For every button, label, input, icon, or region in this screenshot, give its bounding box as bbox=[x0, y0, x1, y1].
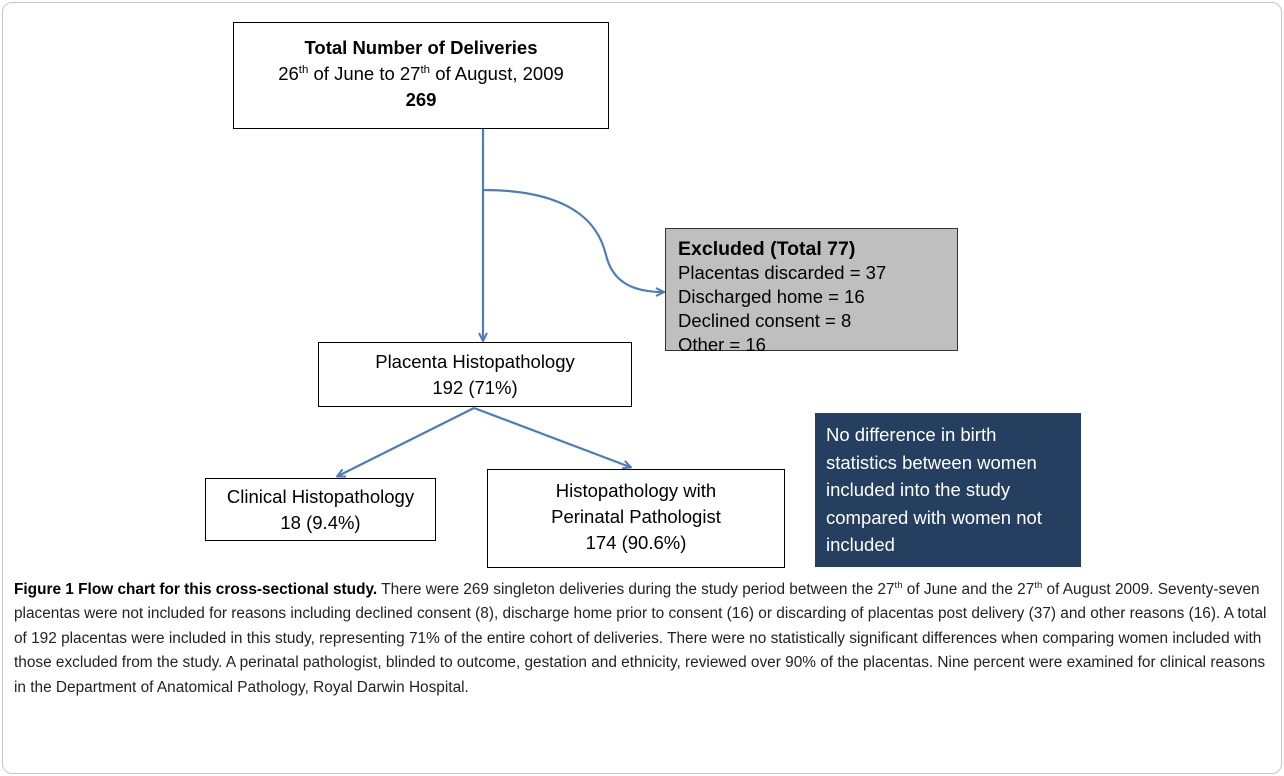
total-title: Total Number of Deliveries bbox=[304, 37, 538, 58]
text-run: of June to 27 bbox=[308, 63, 421, 84]
total-period: 26th of June to 27th of August, 2009 bbox=[234, 61, 608, 87]
note-line: included into the study bbox=[826, 479, 1011, 500]
total-box: Total Number of Deliveries 26th of June … bbox=[233, 22, 609, 129]
text-run: of August, 2009 bbox=[430, 63, 564, 84]
arrow-clinical bbox=[338, 407, 475, 476]
clinical-box: Clinical Histopathology 18 (9.4%) bbox=[205, 478, 436, 541]
excluded-title: Excluded (Total 77) bbox=[678, 238, 856, 260]
arrow-perinatal bbox=[473, 406, 630, 467]
arrow-excluded bbox=[482, 188, 663, 292]
perinatal-box: Histopathology with Perinatal Pathologis… bbox=[487, 469, 785, 568]
box-line: Clinical Histopathology bbox=[226, 486, 415, 507]
box-line: 174 (90.6%) bbox=[585, 532, 687, 553]
caption: Figure 1 Flow chart for this cross-secti… bbox=[14, 578, 1272, 700]
note-box: No difference in birth statistics betwee… bbox=[815, 413, 1081, 567]
box-line: Perinatal Pathologist bbox=[551, 506, 721, 527]
text-run: of August 2009. Seventy-seven placentas … bbox=[14, 581, 1267, 696]
box-line: 18 (9.4%) bbox=[280, 512, 361, 533]
superscript: th bbox=[298, 63, 309, 76]
total-count: 269 bbox=[405, 89, 437, 110]
note-line: included bbox=[826, 534, 895, 555]
excluded-line: Placentas discarded = 37 bbox=[678, 262, 887, 283]
box-line: 192 (71%) bbox=[432, 377, 518, 398]
superscript: th bbox=[420, 63, 431, 76]
histopathology-box: Placenta Histopathology 192 (71%) bbox=[318, 342, 632, 407]
box-line: Histopathology with bbox=[555, 480, 717, 501]
text-run: There were 269 singleton deliveries duri… bbox=[377, 581, 895, 598]
caption-heading: Figure 1 Flow chart for this cross-secti… bbox=[14, 581, 378, 598]
excluded-box: Excluded (Total 77) Placentas discarded … bbox=[665, 228, 958, 355]
superscript: th bbox=[894, 579, 903, 591]
excluded-line: Discharged home = 16 bbox=[678, 286, 865, 307]
caption-body: There were 269 singleton deliveries duri… bbox=[14, 581, 1266, 696]
note-line: compared with women not bbox=[826, 506, 1042, 528]
note-line: No difference in birth bbox=[826, 424, 997, 445]
excluded-line: Declined consent = 8 bbox=[678, 310, 852, 331]
text-run: 26 bbox=[278, 63, 299, 84]
excluded-line: Other = 16 bbox=[678, 334, 766, 355]
note-line: statistics between women bbox=[826, 451, 1037, 473]
box-line: Placenta Histopathology bbox=[375, 351, 575, 372]
superscript: th bbox=[1034, 579, 1043, 591]
text-run: of June and the 27 bbox=[902, 581, 1035, 598]
